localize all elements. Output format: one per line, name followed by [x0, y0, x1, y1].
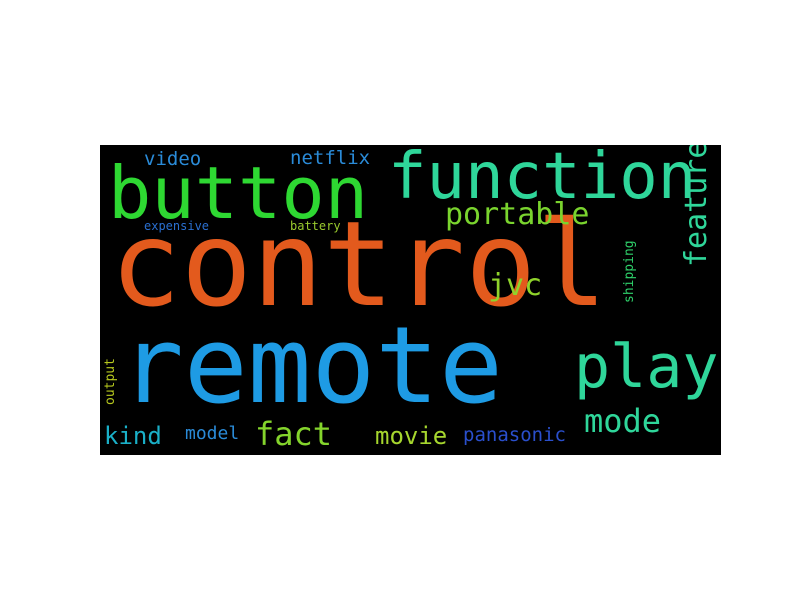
word-battery: battery	[290, 219, 341, 233]
word-cloud: control remote button function play port…	[100, 145, 721, 455]
word-play: play	[574, 332, 719, 402]
word-expensive: expensive	[144, 219, 210, 233]
word-movie: movie	[375, 422, 448, 450]
word-kind: kind	[104, 422, 162, 450]
word-model: model	[185, 423, 240, 444]
word-video: video	[144, 148, 202, 170]
word-panasonic: panasonic	[463, 424, 566, 446]
word-output: output	[103, 358, 118, 405]
word-shipping: shipping	[622, 240, 637, 303]
word-control: control	[110, 195, 608, 333]
word-remote: remote	[120, 304, 503, 427]
word-function: function	[388, 145, 697, 214]
word-portable: portable	[445, 197, 590, 232]
word-jvc: jvc	[488, 268, 543, 303]
word-netflix: netflix	[290, 147, 371, 169]
word-mode: mode	[584, 402, 662, 440]
word-feature: feature	[679, 145, 714, 267]
word-button: button	[108, 151, 369, 235]
word-fact: fact	[255, 415, 333, 453]
